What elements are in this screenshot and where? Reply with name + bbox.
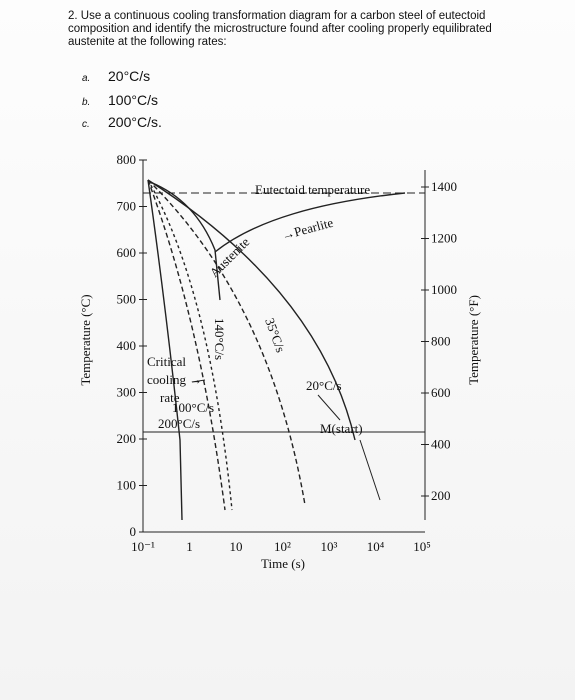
option: a. 20°C/s [82,68,150,84]
right-tick-label: 600 [431,385,451,400]
option-marker: a. [82,73,91,84]
right-tick-label: 400 [431,437,451,452]
right-tick-label: 200 [431,488,451,503]
x-tick-label: 10⁴ [367,539,385,554]
x-tick-label: 10² [274,539,291,554]
left-axis-label: Temperature (°C) [78,294,93,385]
option-text: 100°C/s [108,92,158,108]
x-axis-label: Time (s) [261,556,305,571]
x-tick-label: 10³ [321,539,338,554]
x-tick-label: 1 [186,539,193,554]
option-marker: b. [82,97,91,108]
label-pointer [191,379,206,383]
left-tick-label: 500 [117,292,137,307]
annotation: 35°C/s [262,316,288,355]
annotation: M(start) [320,421,363,436]
left-tick-label: 200 [117,431,137,446]
annotation: 100°C/s [172,400,214,415]
option-text: 20°C/s [108,68,151,84]
label-pointer [359,439,381,501]
pearlite-start-curve [149,181,221,301]
left-tick-label: 0 [130,524,137,539]
right-tick-label: 1200 [431,231,457,246]
option: c. 200°C/s. [82,114,162,130]
left-tick-label: 300 [117,385,137,400]
left-tick-label: 100 [117,478,137,493]
annotation: rate [160,390,180,405]
cooling-curve [147,179,183,521]
x-tick-label: 10⁵ [413,539,431,554]
cooling-curve [147,179,226,511]
cooling-curve [147,179,306,506]
left-tick-label: 400 [117,338,137,353]
option-marker: c. [82,119,90,130]
left-tick-label: 600 [117,245,137,260]
option-text: 200°C/s. [108,114,162,130]
label-pointer [317,394,341,421]
annotation: 200°C/s [158,416,200,431]
annotation: cooling → [147,372,202,387]
right-axis-label: Temperature (°F) [466,295,481,385]
x-tick-label: 10⁻¹ [131,539,155,554]
annotation: 20°C/s [306,378,342,393]
question-text: 2. Use a continuous cooling transformati… [68,10,492,48]
cooling-curve [147,179,356,441]
annotation: Eutectoid temperature [255,182,370,197]
annotation: Critical [147,354,186,369]
right-tick-label: 1400 [431,179,457,194]
option: b. 100°C/s [82,92,158,108]
x-tick-label: 10 [230,539,243,554]
left-tick-label: 800 [117,152,137,167]
right-tick-label: 1000 [431,282,457,297]
left-tick-label: 700 [117,199,137,214]
annotation: →Pearlite [280,215,335,243]
pearlite-finish-curve [214,192,406,253]
right-tick-label: 800 [431,334,451,349]
annotation: 140°C/s [212,318,227,360]
